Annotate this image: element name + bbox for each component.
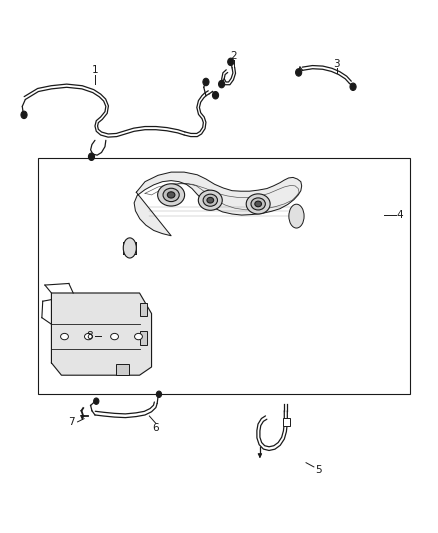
- Ellipse shape: [163, 188, 179, 201]
- Polygon shape: [51, 293, 152, 375]
- Ellipse shape: [246, 194, 270, 214]
- Ellipse shape: [167, 192, 175, 198]
- Bar: [140, 332, 147, 344]
- Ellipse shape: [207, 197, 214, 203]
- Text: 1: 1: [92, 66, 98, 75]
- Ellipse shape: [85, 333, 92, 340]
- Text: 7: 7: [69, 417, 75, 427]
- Circle shape: [296, 69, 302, 76]
- Text: 3: 3: [333, 59, 340, 69]
- Ellipse shape: [255, 201, 261, 207]
- Ellipse shape: [60, 333, 68, 340]
- Circle shape: [21, 111, 27, 118]
- Ellipse shape: [111, 333, 118, 340]
- Text: 4: 4: [396, 210, 403, 220]
- Ellipse shape: [158, 184, 185, 206]
- Circle shape: [156, 391, 162, 398]
- Ellipse shape: [289, 204, 304, 228]
- Circle shape: [228, 58, 234, 66]
- Text: 5: 5: [315, 465, 321, 475]
- Circle shape: [212, 92, 219, 99]
- Ellipse shape: [203, 194, 218, 206]
- Text: 2: 2: [230, 51, 237, 61]
- Polygon shape: [134, 172, 302, 236]
- Bar: [116, 364, 129, 375]
- Ellipse shape: [134, 333, 142, 340]
- Ellipse shape: [198, 190, 222, 211]
- Circle shape: [88, 153, 95, 160]
- Bar: [283, 418, 290, 425]
- Circle shape: [203, 78, 209, 86]
- Ellipse shape: [123, 238, 136, 258]
- Circle shape: [219, 80, 225, 88]
- Circle shape: [94, 398, 99, 405]
- Ellipse shape: [251, 198, 265, 210]
- Circle shape: [350, 83, 356, 91]
- Text: 6: 6: [152, 423, 159, 433]
- Bar: [39, 158, 410, 394]
- Text: 8: 8: [86, 332, 92, 342]
- Bar: [140, 303, 147, 316]
